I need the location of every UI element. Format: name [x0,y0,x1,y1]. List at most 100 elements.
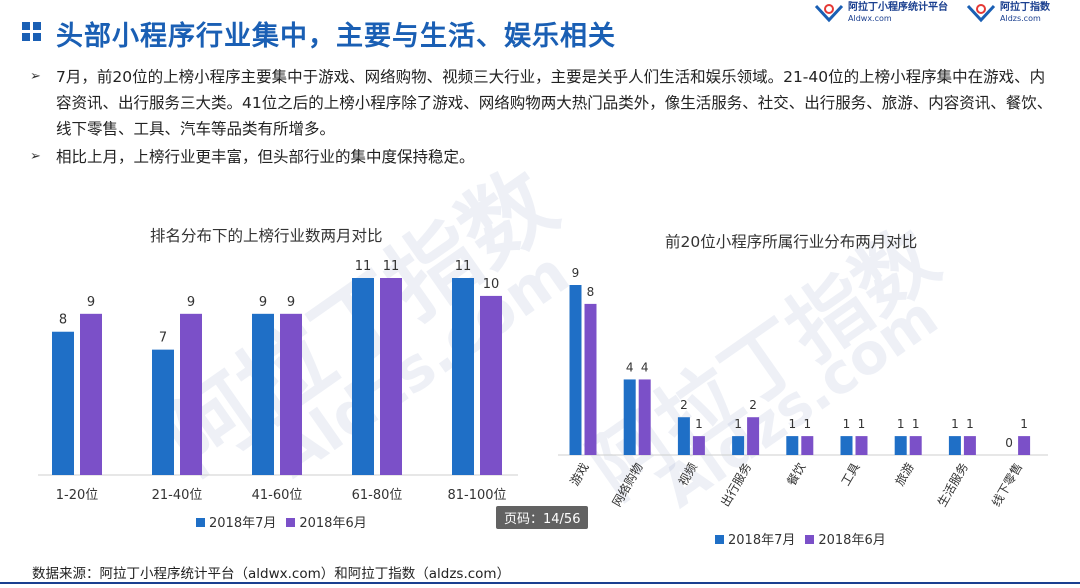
bar [855,436,868,455]
bar-value-label: 9 [572,266,580,280]
category-label: 1-20位 [56,488,99,503]
legend-label-july: 2018年7月 [728,533,796,548]
bullet-text: 相比上月，上榜行业更丰富，但头部行业的集中度保持稳定。 [56,148,475,166]
right-chart-legend: 2018年7月 2018年6月 [715,529,886,548]
bar [732,436,745,455]
title-grid-icon [22,22,42,42]
bar [894,436,907,455]
category-label: 游戏 [567,461,591,489]
bar [180,313,202,475]
bar-value-label: 2 [749,398,757,412]
bar [801,436,814,455]
legend-label-june: 2018年6月 [299,516,367,531]
bar [569,285,582,455]
category-label: 61-80位 [352,488,403,503]
category-label: 视频 [675,460,700,488]
bar [584,303,597,455]
legend-item-july: 2018年7月 [196,512,276,531]
page-number-badge: 页码：14/56 [496,506,589,529]
bar-value-label: 1 [912,417,920,431]
category-label: 线下零售 [988,460,1025,509]
bar-value-label: 9 [259,295,267,310]
aldwx-logo-icon [814,4,844,23]
category-label: 41-60位 [252,488,303,503]
bar-value-label: 1 [858,417,866,431]
category-label: 工具 [838,461,862,489]
bar [252,313,274,475]
bar [480,295,502,475]
bar [380,278,402,475]
bar-value-label: 11 [383,259,400,274]
bar-value-label: 1 [734,417,742,431]
bar [692,436,705,455]
bar [452,278,474,475]
aldzs-logo-icon [966,4,996,23]
bar [638,379,651,455]
category-label: 21-40位 [152,488,203,503]
bullet-text: 7月，前20位的上榜小程序主要集中于游戏、网络购物、视频三大行业，主要是关乎人们… [56,68,1053,138]
bar [840,436,853,455]
legend-item-june: 2018年6月 [805,529,886,548]
bar-value-label: 9 [187,295,195,310]
bar [677,417,690,455]
legend-swatch-july [196,518,205,527]
legend-swatch-july [715,535,724,544]
bar-value-label: 2 [680,398,688,412]
bullet-list: ➢ 7月，前20位的上榜小程序主要集中于游戏、网络购物、视频三大行业，主要是关乎… [30,64,1060,172]
aldwx-logo: 阿拉丁小程序统计平台 Aldwx.com [814,2,948,24]
aldwx-logo-url: Aldwx.com [848,14,892,23]
bar-value-label: 8 [59,313,67,328]
bar [786,436,799,455]
left-chart-title: 排名分布下的上榜行业数两月对比 [150,227,383,245]
page-title: 头部小程序行业集中，主要与生活、娱乐相关 [56,21,616,52]
bar-value-label: 4 [641,360,649,374]
bullet-item: ➢ 相比上月，上榜行业更丰富，但头部行业的集中度保持稳定。 [30,144,1060,170]
bullet-item: ➢ 7月，前20位的上榜小程序主要集中于游戏、网络购物、视频三大行业，主要是关乎… [30,64,1060,142]
logo-group: 阿拉丁小程序统计平台 Aldwx.com 阿拉丁指数 Aldzs.com [814,2,1050,24]
bar [948,436,961,455]
bar-value-label: 9 [287,295,295,310]
bar [152,349,174,475]
bar-value-label: 1 [966,417,974,431]
bar [963,436,976,455]
bar-value-label: 10 [483,277,500,292]
legend-item-july: 2018年7月 [715,529,795,548]
bar-value-label: 1 [803,417,811,431]
bar [623,379,636,455]
bar-value-label: 8 [587,285,595,299]
bar-value-label: 1 [951,417,959,431]
bar-value-label: 0 [1005,436,1013,450]
legend-swatch-june [286,518,296,527]
arrow-bullet-icon: ➢ [30,149,41,164]
arrow-bullet-icon: ➢ [30,69,41,84]
bar-value-label: 11 [455,259,472,274]
bar [80,313,102,475]
bar [352,278,374,475]
bar-value-label: 1 [897,417,905,431]
bar [280,313,302,475]
aldzs-logo-url: Aldzs.com [1000,14,1041,23]
bar-value-label: 1 [788,417,796,431]
legend-item-june: 2018年6月 [286,512,367,531]
category-label: 出行服务 [717,460,754,509]
right-chart-title: 前20位小程序所属行业分布两月对比 [665,233,918,251]
left-chart-legend: 2018年7月 2018年6月 [196,512,367,531]
aldzs-logo: 阿拉丁指数 Aldzs.com [966,2,1050,24]
footer-divider [0,582,1080,584]
legend-label-july: 2018年7月 [209,516,277,531]
bar [1018,436,1031,455]
bar-value-label: 1 [695,417,703,431]
bar-value-label: 1 [1020,417,1028,431]
legend-label-june: 2018年6月 [818,533,886,548]
legend-swatch-june [805,535,815,544]
aldwx-logo-name: 阿拉丁小程序统计平台 [848,2,948,13]
bar-value-label: 1 [843,417,851,431]
category-label: 网络购物 [609,460,646,509]
category-label: 餐饮 [783,460,808,488]
aldzs-logo-name: 阿拉丁指数 [1000,2,1050,13]
data-source-footer: 数据来源：阿拉丁小程序统计平台（aldwx.com）和阿拉丁指数（aldzs.c… [32,566,511,582]
bar-value-label: 11 [355,259,372,274]
category-label: 生活服务 [934,460,971,509]
